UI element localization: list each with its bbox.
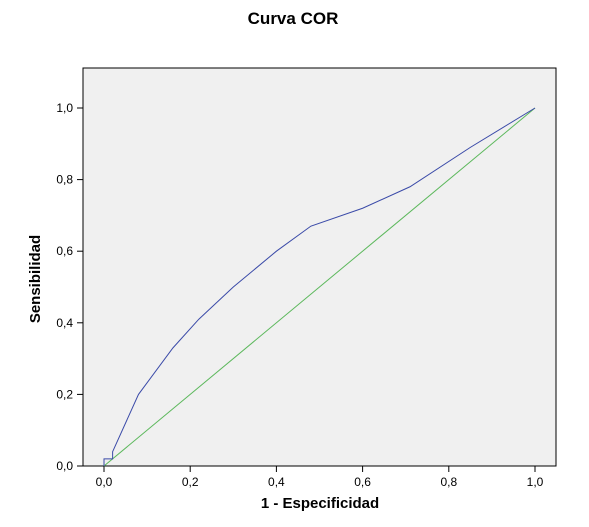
x-axis-label: 1 - Especificidad <box>261 495 379 512</box>
plot-area <box>82 67 557 467</box>
chart-title: Curva COR <box>248 9 339 28</box>
x-axis-ticks: 0,0 0,2 0,4 0,6 0,8 1,0 <box>96 466 544 489</box>
y-axis-label: Sensibilidad <box>27 235 44 323</box>
y-tick-label: 0,6 <box>56 244 73 258</box>
x-tick-label: 0,4 <box>268 475 285 489</box>
roc-curve-line <box>103 107 536 466</box>
series-layer <box>103 107 536 467</box>
y-tick-label: 0,8 <box>56 173 73 187</box>
x-tick-label: 0,2 <box>182 475 199 489</box>
x-tick-label: 0,8 <box>440 475 457 489</box>
reference-diagonal-line <box>103 107 536 467</box>
y-tick-label: 0,0 <box>56 459 73 473</box>
x-tick-label: 1,0 <box>527 475 544 489</box>
x-tick-label: 0,6 <box>354 475 371 489</box>
y-tick-label: 0,4 <box>56 316 73 330</box>
y-tick-label: 1,0 <box>56 101 73 115</box>
x-tick-label: 0,0 <box>96 475 113 489</box>
y-tick-label: 0,2 <box>56 387 73 401</box>
y-axis-ticks: 0,0 0,2 0,4 0,6 0,8 1,0 <box>56 101 83 473</box>
